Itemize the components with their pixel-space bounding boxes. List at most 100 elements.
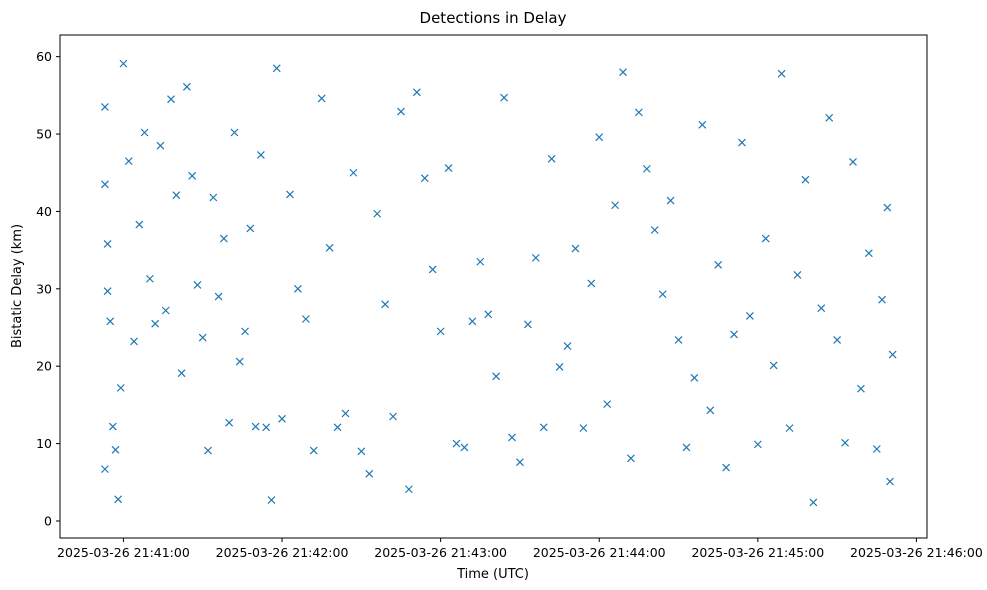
data-point bbox=[198, 333, 207, 342]
data-point bbox=[235, 357, 244, 366]
x-tick-label: 2025-03-26 21:44:00 bbox=[533, 545, 666, 560]
data-point bbox=[156, 141, 165, 150]
data-point bbox=[262, 423, 271, 432]
data-point bbox=[468, 317, 477, 326]
data-point bbox=[209, 193, 218, 202]
data-point bbox=[698, 120, 707, 129]
y-axis-ticks: 0 10 20 30 40 50 60 bbox=[36, 49, 60, 528]
data-point bbox=[841, 438, 849, 447]
data-point bbox=[714, 260, 723, 269]
data-point bbox=[188, 171, 197, 180]
data-point bbox=[404, 485, 413, 494]
data-point bbox=[682, 443, 691, 452]
data-point bbox=[177, 369, 186, 378]
data-point bbox=[888, 350, 897, 359]
data-point bbox=[777, 69, 786, 78]
data-point bbox=[135, 220, 144, 229]
data-point bbox=[278, 414, 286, 423]
data-point bbox=[167, 95, 175, 104]
data-point bbox=[730, 330, 738, 339]
data-point bbox=[103, 240, 112, 248]
data-point bbox=[286, 190, 294, 199]
data-point bbox=[140, 128, 149, 137]
data-point bbox=[145, 274, 154, 283]
data-point bbox=[658, 290, 667, 299]
data-point bbox=[825, 113, 834, 122]
data-point bbox=[172, 191, 181, 200]
y-tick-label: 20 bbox=[36, 359, 52, 374]
data-point bbox=[492, 372, 501, 381]
data-point bbox=[817, 304, 826, 313]
data-point bbox=[595, 133, 604, 142]
data-point bbox=[365, 469, 374, 478]
data-point bbox=[301, 315, 310, 323]
data-point bbox=[444, 164, 453, 173]
data-points bbox=[101, 59, 897, 507]
data-point bbox=[690, 373, 699, 382]
y-tick-label: 10 bbox=[36, 436, 52, 451]
y-tick-label: 50 bbox=[36, 127, 52, 142]
data-point bbox=[293, 284, 302, 293]
data-point bbox=[151, 319, 160, 328]
data-point bbox=[674, 335, 683, 344]
data-point bbox=[555, 363, 564, 371]
data-point bbox=[193, 281, 202, 289]
data-point bbox=[420, 174, 429, 183]
y-axis-label: Bistatic Delay (km) bbox=[10, 224, 25, 348]
data-point bbox=[500, 93, 508, 102]
data-point bbox=[317, 94, 326, 103]
data-point bbox=[809, 498, 818, 507]
data-point bbox=[579, 424, 588, 433]
data-point bbox=[460, 443, 469, 452]
data-point bbox=[106, 317, 115, 326]
data-point bbox=[508, 433, 516, 442]
data-point bbox=[785, 424, 794, 433]
plot-frame bbox=[59, 34, 928, 539]
data-point bbox=[436, 327, 445, 336]
x-axis-ticks: 2025-03-26 21:41:00 2025-03-26 21:42:00 20… bbox=[57, 538, 983, 560]
y-tick-label: 0 bbox=[44, 513, 52, 528]
data-point bbox=[357, 447, 366, 456]
data-point bbox=[516, 458, 524, 467]
data-point bbox=[116, 383, 125, 392]
data-point bbox=[325, 243, 334, 252]
data-point bbox=[650, 226, 659, 234]
data-point bbox=[309, 446, 318, 455]
data-point bbox=[872, 445, 881, 453]
data-point bbox=[587, 279, 596, 288]
data-point bbox=[738, 138, 746, 147]
data-point bbox=[103, 287, 112, 296]
data-point bbox=[886, 477, 894, 486]
data-point bbox=[856, 384, 865, 393]
data-point bbox=[119, 59, 128, 68]
x-tick-label: 2025-03-26 21:42:00 bbox=[216, 545, 349, 560]
data-point bbox=[745, 311, 754, 320]
data-point bbox=[452, 439, 461, 448]
x-tick-label: 2025-03-26 21:46:00 bbox=[850, 545, 983, 560]
data-point bbox=[722, 463, 731, 472]
y-tick-label: 40 bbox=[36, 204, 52, 219]
data-point bbox=[833, 335, 842, 344]
data-point bbox=[428, 265, 437, 274]
data-point bbox=[114, 495, 123, 504]
data-point bbox=[571, 244, 580, 253]
data-point bbox=[883, 203, 892, 212]
x-axis-label: Time (UTC) bbox=[456, 567, 529, 582]
data-point bbox=[204, 446, 212, 455]
data-point bbox=[101, 465, 109, 474]
data-point bbox=[531, 253, 540, 262]
data-point bbox=[130, 337, 138, 346]
y-tick-label: 60 bbox=[36, 49, 52, 64]
data-point bbox=[642, 164, 651, 173]
data-point bbox=[619, 68, 627, 77]
data-point bbox=[230, 128, 239, 137]
data-point bbox=[349, 168, 358, 177]
data-point bbox=[219, 234, 228, 243]
data-point bbox=[801, 175, 810, 184]
data-point bbox=[547, 154, 556, 163]
data-point bbox=[241, 327, 249, 336]
data-point bbox=[111, 445, 120, 454]
data-point bbox=[256, 151, 265, 159]
data-point bbox=[611, 201, 620, 210]
